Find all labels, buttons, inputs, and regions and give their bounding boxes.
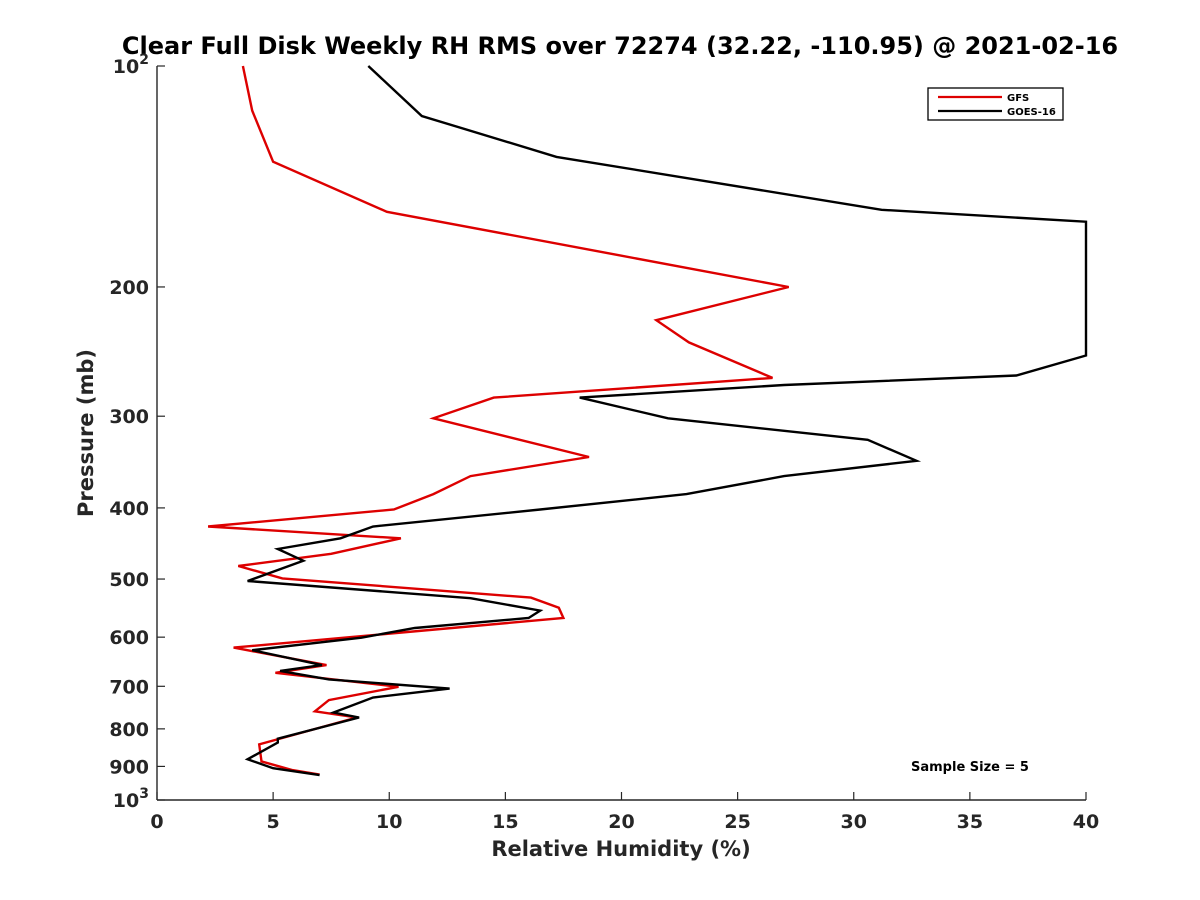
x-tick-label: 25 <box>724 811 750 833</box>
x-ticks: 0 5 10 15 20 25 30 35 40 <box>150 792 1099 833</box>
y-tick-label: 500 <box>109 569 149 591</box>
y-tick-label: 400 <box>109 498 149 520</box>
y-tick-label: 800 <box>109 719 149 741</box>
y-tick-label: 102 <box>113 52 149 78</box>
x-axis-title: Relative Humidity (%) <box>491 837 750 861</box>
series-line-goes-16 <box>244 65 1088 777</box>
x-tick-label: 35 <box>957 811 983 833</box>
legend-label-gfs: GFS <box>1007 93 1029 104</box>
sample-size-annotation: Sample Size = 5 <box>911 760 1029 775</box>
y-tick-label: 200 <box>109 277 149 299</box>
y-tick-label: 700 <box>109 676 149 698</box>
series-group <box>207 65 1088 777</box>
y-tick-label: 103 <box>113 786 149 812</box>
legend-box <box>927 87 1064 121</box>
legend-label-goes-16: GOES-16 <box>1007 107 1056 118</box>
plot-axes <box>156 66 1086 801</box>
x-tick-label: 30 <box>841 811 867 833</box>
y-axis-title: Pressure (mb) <box>74 349 98 517</box>
x-tick-label: 5 <box>267 811 280 833</box>
x-tick-label: 15 <box>492 811 518 833</box>
y-tick-label: 900 <box>109 756 149 778</box>
legend: GFS GOES-16 <box>927 87 1064 121</box>
x-tick-label: 0 <box>150 811 163 833</box>
x-tick-label: 40 <box>1073 811 1099 833</box>
chart-title: Clear Full Disk Weekly RH RMS over 72274… <box>122 32 1118 60</box>
plot-area <box>157 66 1086 800</box>
x-tick-label: 20 <box>608 811 634 833</box>
x-tick-label: 10 <box>376 811 402 833</box>
y-tick-label: 300 <box>109 406 149 428</box>
y-tick-label: 600 <box>109 627 149 649</box>
series-line-gfs <box>207 65 789 776</box>
y-ticks: 102 200 300 400 500 600 700 800 900 103 <box>109 52 165 812</box>
